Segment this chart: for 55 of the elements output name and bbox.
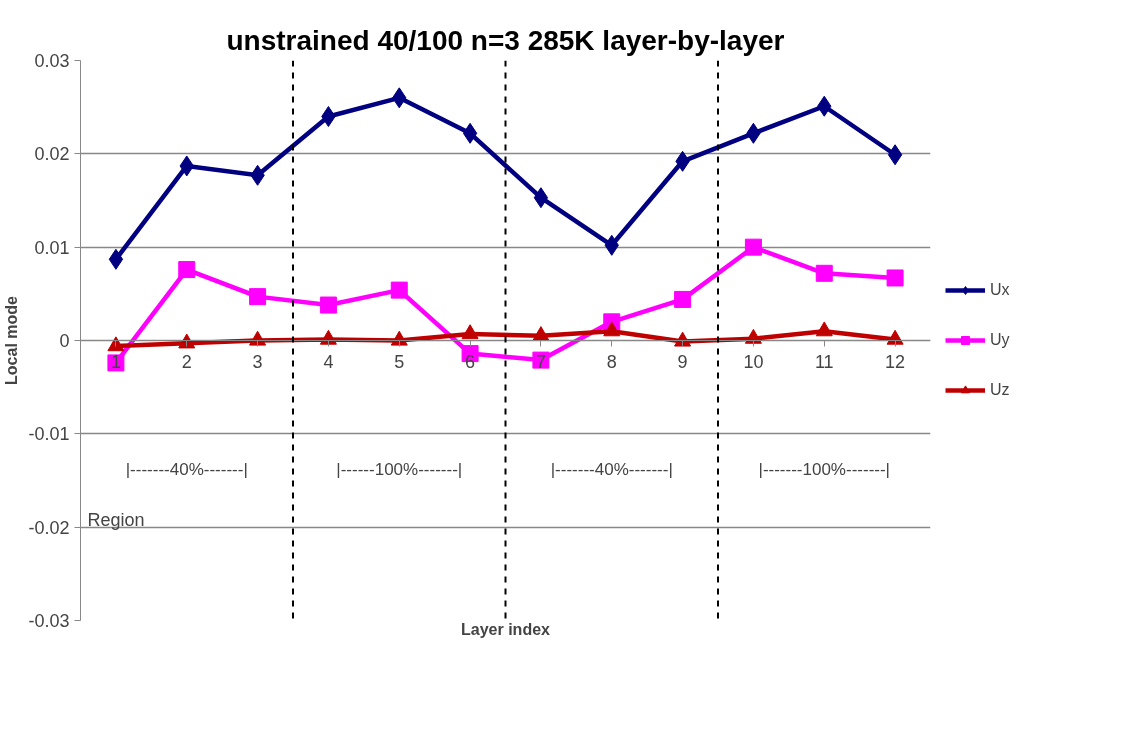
point	[462, 122, 478, 144]
annotation: |-------100%-------|	[758, 459, 891, 479]
point	[390, 330, 408, 346]
x-tick-label: 6	[465, 351, 476, 372]
legend-label: Ux	[990, 281, 1010, 299]
point	[178, 261, 196, 279]
legend-label: Uy	[990, 331, 1010, 349]
point	[249, 288, 267, 306]
annotation: |-------40%-------|	[125, 459, 248, 479]
point	[603, 321, 621, 337]
point	[390, 281, 408, 299]
x-tick-label: 1	[110, 351, 121, 372]
x-tick-label: 2	[181, 351, 192, 372]
annotation: |-------40%-------|	[550, 459, 673, 479]
annotation: Region	[87, 509, 145, 530]
point	[815, 264, 833, 282]
point	[533, 187, 549, 209]
point	[744, 238, 762, 256]
x-tick-label: 7	[535, 351, 546, 372]
legend-label: Uz	[990, 381, 1010, 399]
x-tick-label: 11	[814, 351, 834, 372]
point	[461, 324, 479, 340]
point	[744, 328, 762, 344]
point	[674, 331, 692, 347]
x-tick-label: 9	[677, 351, 688, 372]
point	[107, 336, 125, 352]
point	[108, 248, 124, 270]
x-tick-label: 3	[252, 351, 263, 372]
point	[178, 333, 196, 349]
y-tick-label: -0.01	[28, 424, 70, 445]
y-tick-label: 0.03	[34, 51, 70, 71]
point	[887, 144, 903, 166]
point	[674, 290, 692, 308]
x-tick-label: 10	[743, 351, 764, 372]
point	[886, 269, 904, 287]
point	[532, 326, 550, 341]
x-axis-title: Layer index	[461, 620, 551, 638]
point	[319, 329, 337, 345]
x-tick-label: 8	[606, 351, 617, 372]
point	[249, 330, 267, 346]
point	[321, 106, 336, 127]
point	[886, 329, 904, 345]
point	[815, 321, 833, 337]
point	[319, 296, 337, 314]
y-tick-label: 0.02	[34, 144, 70, 165]
x-tick-label: 4	[323, 351, 334, 372]
x-tick-label: 12	[885, 351, 906, 372]
y-axis-title: Local mode	[3, 295, 21, 385]
annotation: |------100%-------|	[336, 459, 463, 479]
y-tick-label: -0.03	[28, 611, 70, 631]
x-tick-label: 5	[394, 351, 405, 372]
y-tick-label: 0	[59, 331, 70, 351]
y-tick-label: 0.01	[34, 237, 70, 258]
y-tick-label: -0.02	[28, 517, 70, 538]
chart-title: unstrained 40/100 n=3 285K layer-by-layer	[226, 24, 785, 56]
